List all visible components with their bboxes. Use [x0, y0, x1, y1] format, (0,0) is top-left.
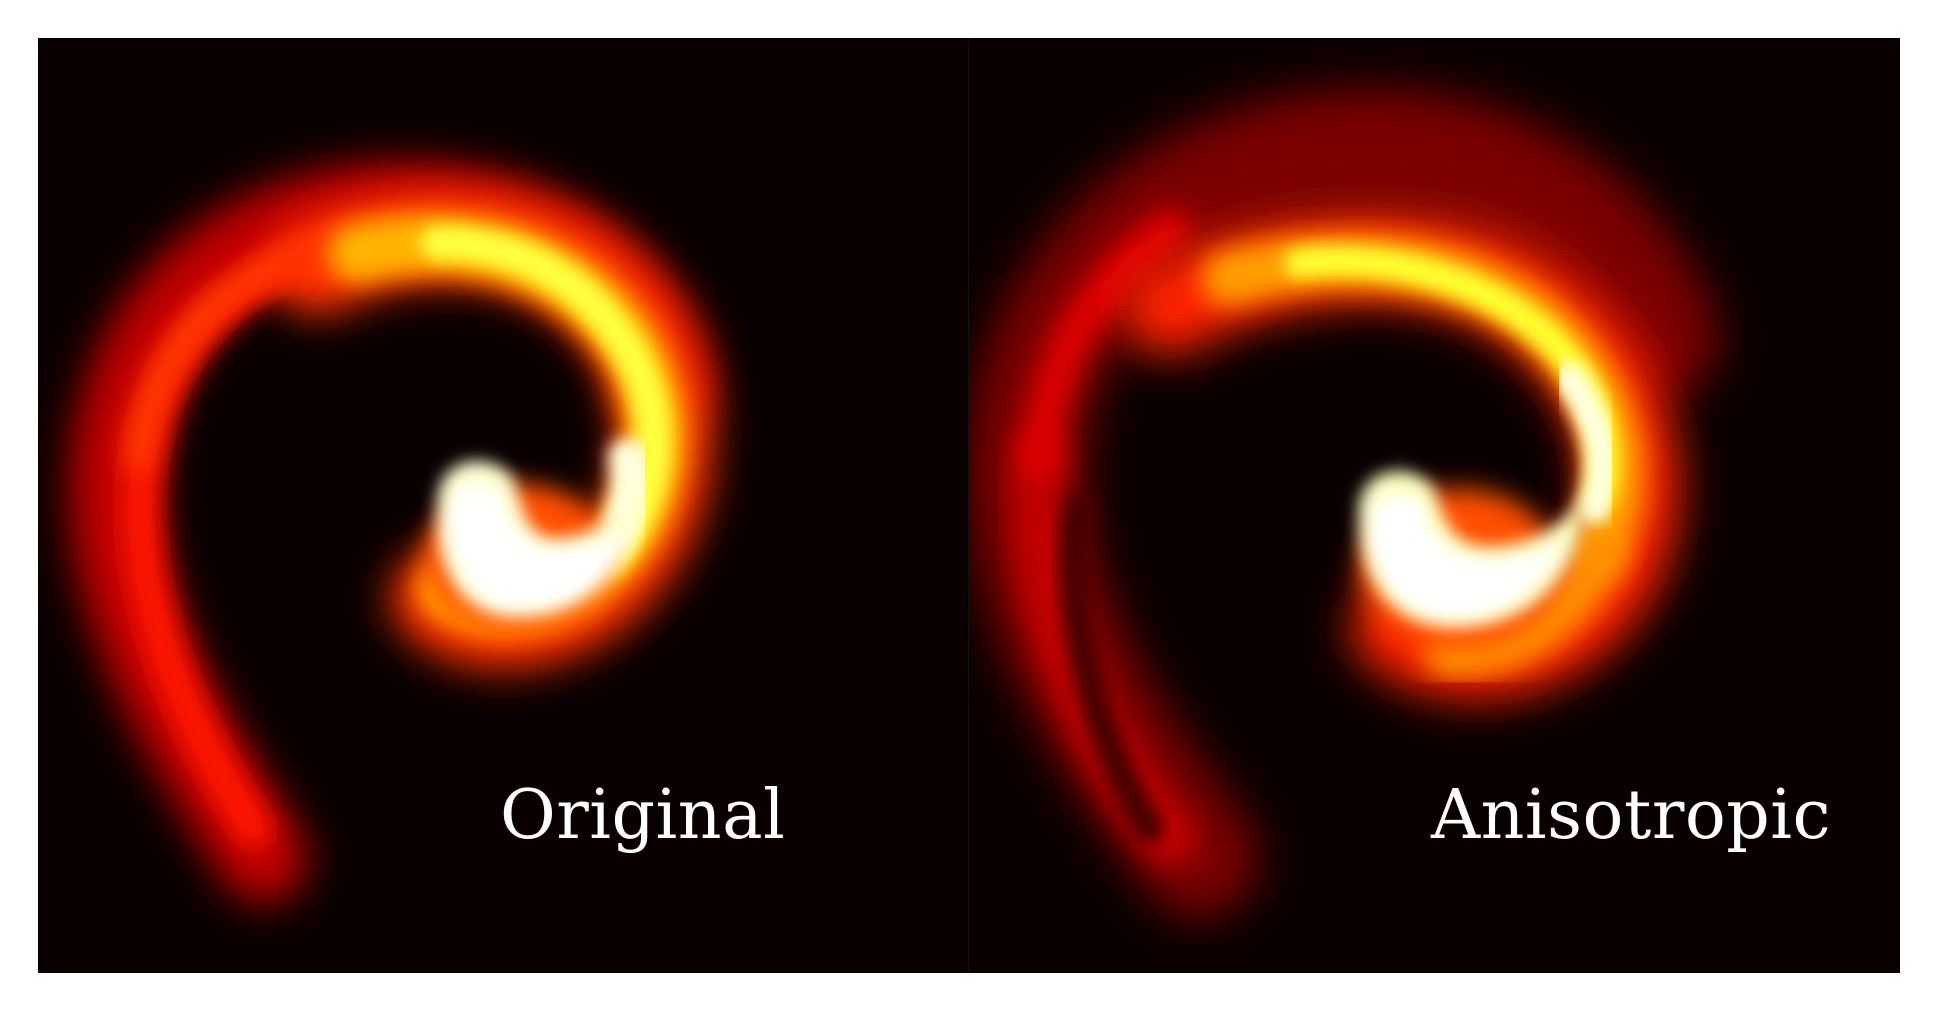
- panel-original: Original: [38, 38, 969, 973]
- panel-label-anisotropic: Anisotropic: [1431, 776, 1832, 855]
- panel-label-original: Original: [500, 776, 786, 855]
- original-vortex-image: [69, 162, 714, 903]
- panel-anisotropic: Anisotropic: [969, 38, 1900, 973]
- anisotropic-vortex-image: [969, 88, 1719, 918]
